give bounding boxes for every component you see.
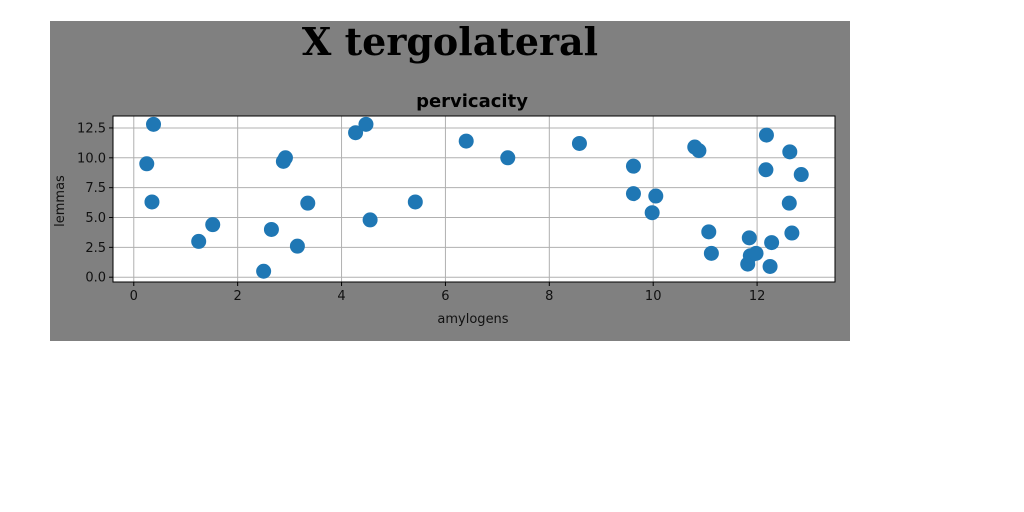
scatter-point <box>741 230 757 246</box>
scatter-point <box>348 125 364 141</box>
data-points <box>139 116 809 279</box>
scatter-point <box>644 205 660 221</box>
scatter-point <box>358 116 374 132</box>
y-tick-label: 5.0 <box>85 211 106 226</box>
scatter-point <box>205 217 221 233</box>
scatter-point <box>139 156 155 172</box>
scatter-point <box>191 233 207 249</box>
scatter-point <box>144 194 160 210</box>
plot-frame <box>112 115 836 283</box>
scatter-point <box>793 167 809 183</box>
x-tick-label: 8 <box>545 289 553 304</box>
scatter-point <box>625 158 641 174</box>
y-axis-ticks: 0.0 2.5 5.0 7.5 10.0 12.5 <box>77 121 113 286</box>
figure-suptitle: X tergolateral <box>302 21 598 64</box>
x-tick-label: 12 <box>749 289 766 304</box>
x-tick-label: 4 <box>337 289 345 304</box>
scatter-point <box>263 221 279 237</box>
scatter-point <box>256 263 272 279</box>
plot-area <box>113 116 835 282</box>
figure-canvas: X tergolateral pervicacity 0 2 4 6 8 10 12 0.0… <box>50 21 850 341</box>
y-tick-label: 2.5 <box>85 241 106 256</box>
scatter-point <box>758 162 774 178</box>
x-tick-label: 0 <box>130 289 138 304</box>
x-tick-label: 2 <box>234 289 242 304</box>
scatter-point <box>362 212 378 228</box>
scatter-point <box>571 135 587 151</box>
scatter-point <box>703 245 719 261</box>
scatter-point <box>701 224 717 240</box>
scatter-point <box>691 143 707 159</box>
scatter-point <box>625 186 641 202</box>
y-tick-label: 12.5 <box>77 121 106 136</box>
scatter-chart: X tergolateral pervicacity 0 2 4 6 8 10 12 0.0… <box>53 21 836 327</box>
scatter-point <box>781 195 797 211</box>
scatter-point <box>146 116 162 132</box>
scatter-point <box>407 194 423 210</box>
x-tick-label: 6 <box>441 289 449 304</box>
scatter-point <box>764 235 780 251</box>
scatter-point <box>784 225 800 241</box>
y-tick-label: 0.0 <box>85 271 106 286</box>
y-tick-label: 10.0 <box>77 151 106 166</box>
axes-title: pervicacity <box>416 91 528 112</box>
scatter-point <box>289 238 305 254</box>
y-axis-label: lemmas <box>53 175 68 227</box>
scatter-point <box>500 150 516 166</box>
x-axis-ticks: 0 2 4 6 8 10 12 <box>130 282 766 304</box>
scatter-point <box>300 195 316 211</box>
scatter-point <box>758 127 774 143</box>
scatter-point <box>762 258 778 274</box>
y-tick-label: 7.5 <box>85 181 106 196</box>
scatter-point <box>458 133 474 149</box>
scatter-point <box>748 245 764 261</box>
scatter-point <box>648 188 664 204</box>
x-tick-label: 10 <box>645 289 662 304</box>
scatter-point <box>277 150 293 166</box>
scatter-point <box>782 144 798 160</box>
x-axis-label: amylogens <box>437 312 508 327</box>
